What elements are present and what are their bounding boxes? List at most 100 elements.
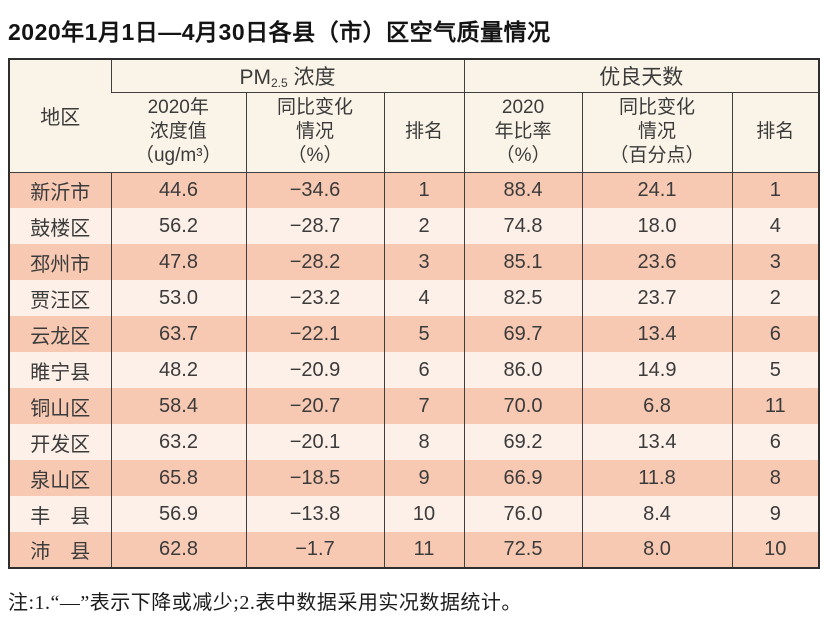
pm-change-cell: −23.2 [245, 280, 384, 316]
pm-value-cell: 65.8 [110, 460, 246, 496]
table-row: 开发区 63.2 −20.1 8 69.2 13.4 6 [9, 424, 820, 460]
table-row: 睢宁县 48.2 −20.9 6 86.0 14.9 5 [9, 352, 820, 388]
pm-rank-cell: 7 [383, 388, 465, 424]
pm-rank-cell: 8 [383, 424, 465, 460]
pm-value-cell: 53.0 [110, 280, 246, 316]
pm-change-cell: −20.1 [245, 424, 384, 460]
header-pm-change: 同比变化 情况 （%） [245, 92, 384, 173]
good-rank-cell: 6 [731, 424, 820, 460]
pm-change-cell: −18.5 [245, 460, 384, 496]
pm-value-cell: 44.6 [110, 172, 246, 208]
good-change-cell: 24.1 [581, 172, 733, 208]
pm-value-cell: 56.2 [110, 208, 246, 244]
region-cell: 云龙区 [9, 316, 111, 352]
pm25-subscript: 2.5 [270, 75, 288, 90]
header-region: 地区 [9, 59, 111, 173]
region-cell: 邳州市 [9, 244, 111, 280]
good-rate-cell: 72.5 [463, 532, 583, 568]
good-change-cell: 14.9 [581, 352, 733, 388]
header-good-rate: 2020 年比率 （%） [463, 92, 583, 173]
header-group-row: 地区 PM2.5 浓度 优良天数 [9, 59, 820, 173]
region-cell: 泉山区 [9, 460, 111, 496]
good-rank-cell: 4 [731, 208, 820, 244]
good-rate-cell: 82.5 [463, 280, 583, 316]
header-group-good-days: 优良天数 [463, 59, 820, 93]
good-rank-cell: 10 [731, 532, 820, 568]
page-title: 2020年1月1日—4月30日各县（市）区空气质量情况 [8, 19, 551, 45]
good-rate-cell: 69.2 [463, 424, 583, 460]
header-pm-rank: 排名 [383, 92, 465, 173]
pm25-suffix: 浓度 [287, 65, 336, 89]
good-rate-cell: 70.0 [463, 388, 583, 424]
header-pm-value: 2020年 浓度值 （ug/m³） [111, 92, 246, 173]
pm-value-cell: 47.8 [110, 244, 246, 280]
region-cell: 沛 县 [9, 532, 111, 568]
pm-change-cell: −34.6 [245, 172, 384, 208]
region-cell: 开发区 [9, 424, 111, 460]
pm25-prefix: PM [239, 65, 271, 89]
table-row: 新沂市 44.6 −34.6 1 88.4 24.1 1 [9, 172, 820, 208]
header-group-pm25: PM2.5 浓度 [110, 59, 465, 93]
good-rate-cell: 85.1 [463, 244, 583, 280]
air-quality-table: 地区 PM2.5 浓度 优良天数 2020年 浓度值 （ug/m³） 同比变化 … [8, 58, 821, 569]
pm-change-cell: −28.7 [245, 208, 384, 244]
good-rate-cell: 66.9 [463, 460, 583, 496]
good-rate-cell: 88.4 [463, 172, 583, 208]
good-rank-cell: 11 [731, 388, 820, 424]
region-cell: 铜山区 [9, 388, 111, 424]
region-cell: 丰 县 [9, 496, 111, 532]
table-row: 铜山区 58.4 −20.7 7 70.0 6.8 11 [9, 388, 820, 424]
table-header: 地区 PM2.5 浓度 优良天数 2020年 浓度值 （ug/m³） 同比变化 … [9, 59, 820, 173]
good-rate-cell: 74.8 [463, 208, 583, 244]
table-row: 丰 县 56.9 −13.8 10 76.0 8.4 9 [9, 496, 820, 532]
good-rank-cell: 6 [731, 316, 820, 352]
pm-rank-cell: 9 [383, 460, 465, 496]
good-rank-cell: 5 [731, 352, 820, 388]
pm-rank-cell: 10 [383, 496, 465, 532]
pm-change-cell: −20.9 [245, 352, 384, 388]
region-cell: 贾汪区 [9, 280, 111, 316]
table-row: 贾汪区 53.0 −23.2 4 82.5 23.7 2 [9, 280, 820, 316]
header-sub-row: 2020年 浓度值 （ug/m³） 同比变化 情况 （%） 排名 2020 年比… [9, 92, 820, 173]
good-change-cell: 18.0 [581, 208, 733, 244]
pm-change-cell: −28.2 [245, 244, 384, 280]
pm-change-cell: −22.1 [245, 316, 384, 352]
pm-rank-cell: 11 [383, 532, 465, 568]
table-row: 邳州市 47.8 −28.2 3 85.1 23.6 3 [9, 244, 820, 280]
pm-value-cell: 58.4 [110, 388, 246, 424]
good-change-cell: 6.8 [581, 388, 733, 424]
good-change-cell: 8.0 [581, 532, 733, 568]
good-rank-cell: 1 [731, 172, 820, 208]
pm-change-cell: −1.7 [245, 532, 384, 568]
good-rank-cell: 3 [731, 244, 820, 280]
table-row: 泉山区 65.8 −18.5 9 66.9 11.8 8 [9, 460, 820, 496]
pm-value-cell: 63.2 [110, 424, 246, 460]
pm-rank-cell: 4 [383, 280, 465, 316]
good-change-cell: 13.4 [581, 316, 733, 352]
good-rank-cell: 2 [731, 280, 820, 316]
table-row: 云龙区 63.7 −22.1 5 69.7 13.4 6 [9, 316, 820, 352]
pm-rank-cell: 6 [383, 352, 465, 388]
good-change-cell: 23.6 [581, 244, 733, 280]
good-rate-cell: 76.0 [463, 496, 583, 532]
table-row: 鼓楼区 56.2 −28.7 2 74.8 18.0 4 [9, 208, 820, 244]
table-row: 沛 县 62.8 −1.7 11 72.5 8.0 10 [9, 532, 820, 568]
pm-value-cell: 48.2 [110, 352, 246, 388]
good-change-cell: 11.8 [581, 460, 733, 496]
good-rate-cell: 69.7 [463, 316, 583, 352]
footnote: 注:1.“—”表示下降或减少;2.表中数据采用实况数据统计。 [8, 592, 522, 614]
region-cell: 睢宁县 [9, 352, 111, 388]
pm-rank-cell: 5 [383, 316, 465, 352]
region-cell: 鼓楼区 [9, 208, 111, 244]
good-change-cell: 23.7 [581, 280, 733, 316]
pm-rank-cell: 1 [383, 172, 465, 208]
pm-change-cell: −13.8 [245, 496, 384, 532]
region-cell: 新沂市 [9, 172, 111, 208]
pm-value-cell: 56.9 [110, 496, 246, 532]
pm-value-cell: 62.8 [110, 532, 246, 568]
good-rank-cell: 9 [731, 496, 820, 532]
header-good-change: 同比变化 情况 （百分点） [581, 92, 733, 173]
pm-value-cell: 63.7 [110, 316, 246, 352]
pm-rank-cell: 3 [383, 244, 465, 280]
good-rank-cell: 8 [731, 460, 820, 496]
